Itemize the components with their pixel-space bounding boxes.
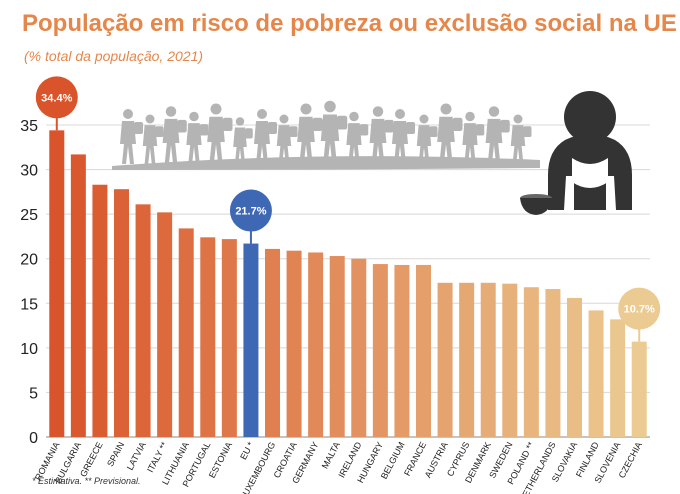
bar-bulgaria	[70, 154, 86, 437]
y-tick-label: 20	[20, 252, 38, 269]
bar-italy	[157, 212, 173, 437]
bar-ireland	[351, 258, 367, 437]
bar-hungary	[372, 264, 388, 437]
callout-romania: 34.4%	[35, 76, 78, 131]
sad-seated-person-icon	[548, 91, 632, 210]
bar-estonia	[221, 239, 237, 437]
migrant-figure	[254, 109, 277, 164]
bar-austria	[437, 282, 453, 437]
bar-eu	[243, 243, 259, 437]
x-tick-label: LATVIA	[125, 440, 148, 472]
migrant-figure	[207, 103, 233, 164]
callouts: 34.4% 21.7% 10.7%	[35, 76, 661, 342]
x-tick-label: EU *	[238, 440, 256, 461]
bar-slovakia	[567, 297, 582, 437]
bar-portugal	[200, 237, 216, 437]
bar-cyprus	[459, 282, 475, 437]
bar-romania	[49, 130, 65, 437]
migrant-figure	[233, 117, 253, 164]
bar-poland	[523, 287, 539, 437]
callout-eu: 21.7%	[229, 189, 272, 244]
bar-lithuania	[178, 228, 194, 437]
migrant-figure	[162, 106, 187, 164]
migrant-figure	[510, 114, 532, 164]
migrant-figure	[142, 114, 164, 164]
begging-bowl-icon	[520, 194, 552, 215]
callout-label: 10.7%	[624, 304, 655, 316]
x-tick-label: MALTA	[320, 440, 342, 470]
crowd-of-migrants-icon	[112, 100, 540, 170]
bar-sweden	[502, 283, 518, 437]
bar-denmark	[480, 282, 496, 437]
y-tick-label: 15	[20, 296, 38, 313]
bar-finland	[588, 310, 604, 437]
bar-france	[416, 264, 431, 437]
callout-label: 21.7%	[235, 206, 266, 218]
bar-latvia	[135, 204, 151, 437]
chart-subtitle: (% total da população, 2021)	[24, 48, 204, 64]
migrant-figure	[462, 111, 485, 164]
bar-greece	[92, 184, 108, 437]
chart-title: População em risco de pobreza ou exclusã…	[22, 10, 677, 37]
bar-slovenia	[610, 319, 626, 437]
y-tick-label: 10	[20, 341, 38, 358]
bar-malta	[329, 256, 345, 437]
bar-czechia	[631, 341, 647, 437]
y-axis-ticks: 0 5 10 15 20 25 30 35	[20, 118, 38, 447]
bar-netherlands	[545, 289, 561, 437]
migrant-figure	[485, 106, 510, 164]
migrant-figure	[297, 103, 323, 164]
callout-czechia: 10.7%	[618, 287, 661, 342]
footnote: * Estimativa. ** Previsional.	[32, 476, 141, 486]
migrant-figure	[416, 114, 438, 164]
migrant-figure	[392, 109, 415, 164]
y-tick-label: 5	[29, 385, 38, 402]
migrant-figure	[369, 106, 394, 164]
migrant-figure	[276, 114, 298, 164]
callout-label: 34.4%	[41, 92, 72, 104]
migrant-figure	[320, 100, 348, 164]
y-tick-label: 35	[20, 118, 38, 135]
migrant-figure	[346, 111, 369, 164]
bar-spain	[114, 189, 129, 437]
y-tick-label: 0	[29, 430, 38, 447]
bar-luxembourg	[265, 248, 280, 437]
bar-germany	[308, 252, 324, 437]
migrant-figure	[437, 103, 463, 164]
migrant-figure	[120, 109, 143, 164]
y-tick-label: 30	[20, 163, 38, 180]
bar-croatia	[286, 250, 302, 437]
x-tick-label: SPAIN	[105, 440, 126, 468]
migrant-figure	[186, 111, 209, 164]
bars	[49, 130, 647, 437]
bar-belgium	[394, 264, 410, 437]
y-tick-label: 25	[20, 207, 38, 224]
